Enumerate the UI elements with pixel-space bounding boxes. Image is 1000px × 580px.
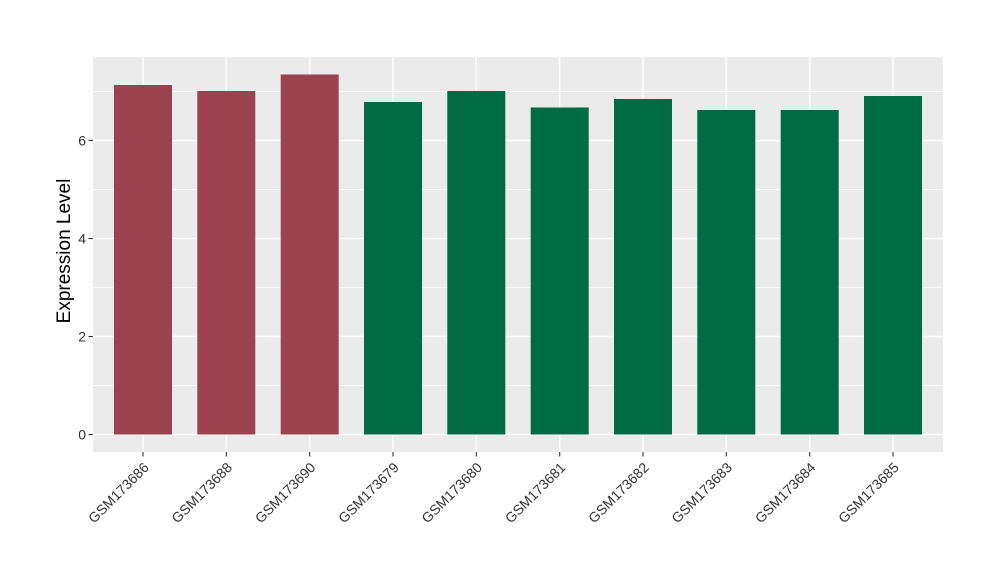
svg-text:6: 6 [78, 133, 86, 149]
svg-text:2: 2 [78, 329, 86, 345]
svg-text:0: 0 [78, 427, 86, 443]
svg-text:4: 4 [78, 231, 86, 247]
svg-text:Expression Level: Expression Level [54, 179, 75, 324]
